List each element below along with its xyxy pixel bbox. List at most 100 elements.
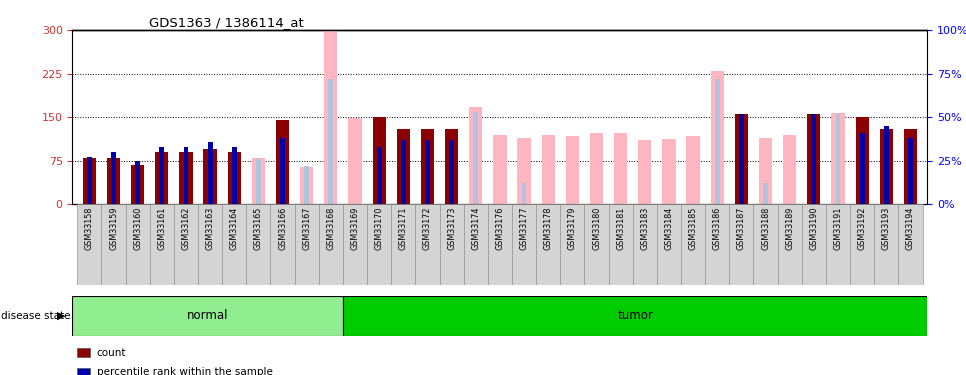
Bar xyxy=(633,204,657,285)
Bar xyxy=(850,204,874,285)
Text: GSM33187: GSM33187 xyxy=(737,207,746,250)
Bar xyxy=(860,133,865,204)
Text: GSM33169: GSM33169 xyxy=(351,207,359,250)
Bar xyxy=(802,204,826,285)
Text: GSM33181: GSM33181 xyxy=(616,207,625,250)
Bar xyxy=(295,204,319,285)
Bar xyxy=(180,152,192,204)
Text: GSM33186: GSM33186 xyxy=(713,207,722,250)
Text: GSM33183: GSM33183 xyxy=(640,207,649,250)
Bar xyxy=(256,159,261,204)
Bar xyxy=(884,126,889,204)
Bar xyxy=(425,140,430,204)
Text: normal: normal xyxy=(187,309,228,322)
Bar xyxy=(401,140,406,204)
Bar xyxy=(735,114,748,204)
Text: GSM33191: GSM33191 xyxy=(834,207,842,250)
Bar xyxy=(280,138,285,204)
Bar xyxy=(657,204,681,285)
Text: GSM33189: GSM33189 xyxy=(785,207,794,250)
Text: GSM33160: GSM33160 xyxy=(133,207,142,250)
Text: GSM33190: GSM33190 xyxy=(810,207,818,250)
Text: GSM33165: GSM33165 xyxy=(254,207,263,250)
Bar xyxy=(349,118,361,204)
Bar xyxy=(536,204,560,285)
Text: percentile rank within the sample: percentile rank within the sample xyxy=(97,367,272,375)
Bar xyxy=(83,158,96,204)
Bar xyxy=(126,204,150,285)
Text: disease state: disease state xyxy=(1,311,71,321)
Text: GSM33161: GSM33161 xyxy=(157,207,166,250)
Text: GSM33163: GSM33163 xyxy=(206,207,214,250)
Bar xyxy=(473,112,478,204)
Bar xyxy=(783,135,796,204)
Bar xyxy=(763,183,768,204)
Text: tumor: tumor xyxy=(617,309,653,322)
Bar xyxy=(415,204,440,285)
Bar xyxy=(367,204,391,285)
Text: count: count xyxy=(97,348,127,357)
Bar xyxy=(135,161,140,204)
Bar xyxy=(836,114,840,204)
Bar xyxy=(159,147,164,204)
Text: GSM33166: GSM33166 xyxy=(278,207,287,250)
Bar xyxy=(560,204,584,285)
Bar xyxy=(874,204,898,285)
Bar xyxy=(609,204,633,285)
Bar xyxy=(101,204,126,285)
Bar xyxy=(107,158,120,204)
Bar xyxy=(566,136,579,204)
Bar xyxy=(198,204,222,285)
Bar xyxy=(811,114,816,204)
Bar xyxy=(391,204,415,285)
Text: GSM33179: GSM33179 xyxy=(568,207,577,250)
Text: GSM33185: GSM33185 xyxy=(689,207,697,250)
Bar xyxy=(832,113,844,204)
Bar xyxy=(111,152,116,204)
Bar xyxy=(542,135,554,204)
Bar xyxy=(228,152,241,204)
Text: GSM33180: GSM33180 xyxy=(592,207,601,250)
Bar xyxy=(270,204,295,285)
Bar xyxy=(72,296,343,336)
Bar xyxy=(328,79,333,204)
Text: GSM33192: GSM33192 xyxy=(858,207,867,250)
Bar xyxy=(705,204,729,285)
Text: GSM33172: GSM33172 xyxy=(423,207,432,250)
Bar xyxy=(445,129,458,204)
Bar xyxy=(300,166,313,204)
Bar xyxy=(826,204,850,285)
Bar xyxy=(208,142,213,204)
Bar xyxy=(808,114,820,204)
Bar xyxy=(343,204,367,285)
Text: GDS1363 / 1386114_at: GDS1363 / 1386114_at xyxy=(150,16,304,29)
Bar xyxy=(276,120,289,204)
Bar xyxy=(87,157,92,204)
Bar xyxy=(522,183,526,204)
Bar xyxy=(687,136,699,204)
Text: GSM33174: GSM33174 xyxy=(471,207,480,250)
Text: GSM33162: GSM33162 xyxy=(182,207,190,250)
Text: GSM33171: GSM33171 xyxy=(399,207,408,250)
Bar xyxy=(681,204,705,285)
Bar xyxy=(639,141,651,204)
Text: GSM33159: GSM33159 xyxy=(109,207,118,250)
Bar xyxy=(325,30,337,204)
Bar xyxy=(397,129,410,204)
Bar xyxy=(584,204,609,285)
Text: GSM33158: GSM33158 xyxy=(85,207,94,250)
Text: GSM33168: GSM33168 xyxy=(327,207,335,250)
Bar xyxy=(184,147,188,204)
Bar xyxy=(440,204,464,285)
Text: GSM33178: GSM33178 xyxy=(544,207,553,250)
Text: GSM33170: GSM33170 xyxy=(375,207,384,250)
Bar xyxy=(880,129,893,204)
Bar xyxy=(856,117,868,204)
Text: GSM33177: GSM33177 xyxy=(520,207,528,250)
Bar xyxy=(663,139,675,204)
Bar xyxy=(898,204,923,285)
Bar xyxy=(590,134,603,204)
Bar xyxy=(739,114,744,204)
Text: GSM33173: GSM33173 xyxy=(447,207,456,250)
Bar xyxy=(904,129,917,204)
